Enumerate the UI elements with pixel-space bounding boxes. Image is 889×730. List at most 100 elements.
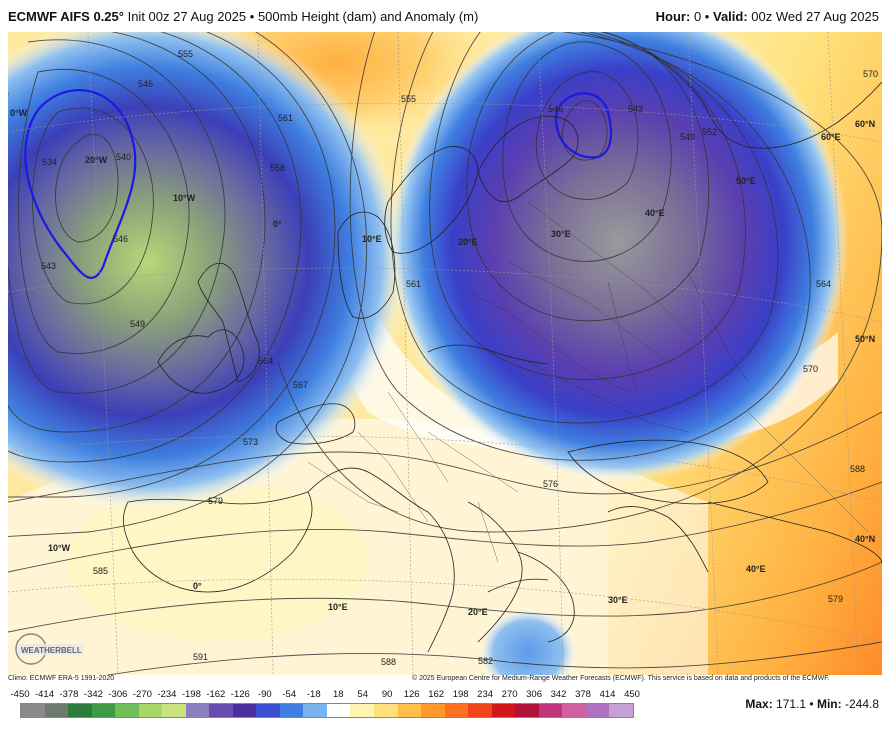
contour-label: 582 <box>478 656 493 666</box>
colorbar-swatch <box>585 704 610 717</box>
max-min-stats: Max: 171.1 • Min: -244.8 <box>745 697 879 711</box>
lon-label-20e-bottom: 20°E <box>468 607 488 617</box>
lon-label-20w: 20°W <box>85 155 108 165</box>
colorbar-tick: 378 <box>575 689 591 700</box>
contour-value-labels: 534 540 543 546 549 546 555 558 561 564 … <box>41 49 878 667</box>
colorbar-swatch <box>397 704 422 717</box>
height-contours <box>8 32 882 675</box>
colorbar-tick: 342 <box>550 689 567 700</box>
colorbar-tick: -342 <box>83 689 103 700</box>
borders <box>307 201 869 563</box>
colorbar-tick: -234 <box>157 689 177 700</box>
colorbar-swatch <box>491 704 516 717</box>
colorbar-swatch <box>232 704 257 717</box>
colorbar-tick: -90 <box>257 689 272 700</box>
colorbar-swatch <box>256 704 280 717</box>
hour-value: 0 <box>693 9 702 24</box>
colorbar-tick: -450 <box>10 689 30 700</box>
lon-label-0-bottom: 0° <box>193 581 202 591</box>
contour-label: 576 <box>543 479 558 489</box>
climo-note: Climo: ECMWF ERA-5 1991-2020 <box>8 675 115 682</box>
colorbar-swatch <box>538 704 563 717</box>
colorbar-swatch <box>562 704 586 717</box>
colorbar-swatch <box>609 704 633 717</box>
colorbar-swatch <box>350 704 374 717</box>
contour-label: 591 <box>193 652 208 662</box>
colorbar-tick: 162 <box>428 689 445 700</box>
colorbar-swatch <box>279 704 304 717</box>
contour-label: 549 <box>130 319 145 329</box>
contour-label: 546 <box>548 104 563 114</box>
contour-label: 549 <box>680 132 695 142</box>
aegean-low-anomaly <box>478 607 578 675</box>
colorbar-swatch <box>373 704 398 717</box>
colorbar-tick: 198 <box>452 689 469 700</box>
colorbar-tick: -54 <box>282 689 297 700</box>
contour-label: 561 <box>278 113 293 123</box>
lon-label-0: 0° <box>273 219 282 229</box>
copyright-note: © 2025 European Centre for Medium-Range … <box>412 675 830 682</box>
coastlines <box>123 51 882 653</box>
valid-value: 00z Wed 27 Aug 2025 <box>751 9 879 24</box>
colorbar-swatch <box>468 704 492 717</box>
colorbar-tick: 90 <box>381 689 393 700</box>
model-name: ECMWF AIFS 0.25 <box>8 9 119 24</box>
colorbar-swatch <box>162 704 186 717</box>
colorbar-tick: -414 <box>34 689 54 700</box>
contour-label: 585 <box>93 566 108 576</box>
colorbar-tick: -18 <box>306 689 321 700</box>
colorbar-tick: 18 <box>332 689 344 700</box>
colorbar-swatch <box>303 704 327 717</box>
contour-label: 561 <box>406 279 421 289</box>
colorbar-tick: 54 <box>357 689 369 700</box>
contour-label: 552 <box>702 127 717 137</box>
contour-label: 558 <box>270 163 285 173</box>
colorbar <box>20 703 634 718</box>
contour-label: 579 <box>208 496 223 506</box>
lon-label-30e: 30°E <box>551 229 571 239</box>
colorbar-swatch <box>138 704 163 717</box>
colorbar-tick: 414 <box>599 689 616 700</box>
lat-label-50n: 50°N <box>855 334 875 344</box>
low-center-outline-east <box>554 92 613 159</box>
contour-label: 573 <box>243 437 258 447</box>
contour-label: 543 <box>628 104 643 114</box>
min-value: -244.8 <box>844 697 879 711</box>
colorbar-swatch <box>515 704 539 717</box>
lon-label-30e-bottom: 30°E <box>608 595 628 605</box>
colorbar-tick: -126 <box>230 689 250 700</box>
colorbar-tick: -306 <box>108 689 128 700</box>
contour-label: 564 <box>258 356 273 366</box>
lon-label-10e-bottom: 10°E <box>328 602 348 612</box>
colorbar-swatch <box>444 704 469 717</box>
contour-label: 564 <box>816 279 831 289</box>
contour-label: 588 <box>381 657 396 667</box>
colorbar-swatch <box>326 704 351 717</box>
contour-label: 534 <box>42 157 57 167</box>
colorbar-swatch <box>21 704 45 717</box>
contour-label: 567 <box>293 380 308 390</box>
lon-label-40e: 40°E <box>645 208 665 218</box>
contour-label: 546 <box>138 79 153 89</box>
max-value: 171.1 <box>776 697 807 711</box>
colorbar-tick: 450 <box>624 689 640 700</box>
header: ECMWF AIFS 0.25° Init 00z 27 Aug 2025 • … <box>0 0 889 32</box>
contour-label: 579 <box>828 594 843 604</box>
contour-label: 570 <box>863 69 878 79</box>
valid-time: Hour: 0 • Valid: 00z Wed 27 Aug 2025 <box>655 9 879 24</box>
lon-label-10w: 10°W <box>173 193 196 203</box>
contour-label: 540 <box>116 152 131 162</box>
weatherbell-logo: WEATHERBELL <box>15 633 84 665</box>
colorbar-tick: 270 <box>501 689 518 700</box>
init-time: Init 00z 27 Aug 2025 <box>127 9 247 24</box>
lon-label-60e: 60°E <box>821 132 841 142</box>
contour-label: 555 <box>178 49 193 59</box>
contour-label: 588 <box>850 464 865 474</box>
lon-label-10w-bottom: 10°W <box>48 543 71 553</box>
svg-text:WEATHERBELL: WEATHERBELL <box>21 646 82 655</box>
colorbar-swatch <box>44 704 69 717</box>
lon-label-0w-edge: 0°W <box>10 108 28 118</box>
colorbar-swatch <box>421 704 445 717</box>
colorbar-tick-labels: -450 -414 -378 -342 -306 -270 -234 -198 -162 -126… <box>10 689 644 701</box>
colorbar-tick: -270 <box>132 689 152 700</box>
